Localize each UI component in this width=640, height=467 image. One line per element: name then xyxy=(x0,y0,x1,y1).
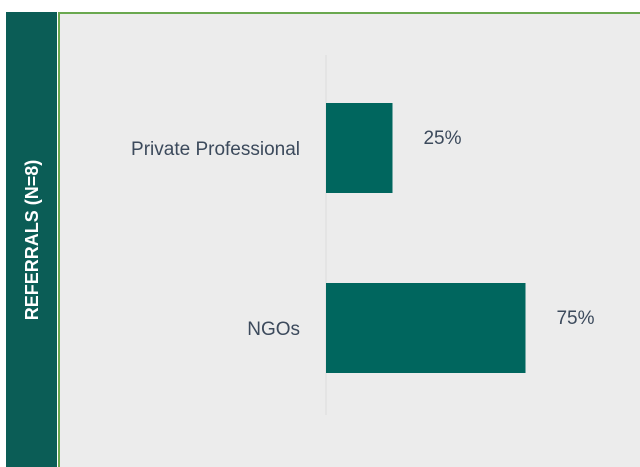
sidebar xyxy=(6,12,57,467)
chart-title: REFERRALS (N=8) xyxy=(22,160,42,321)
bar xyxy=(326,283,526,373)
value-label: 75% xyxy=(556,308,594,329)
category-label: Private Professional xyxy=(131,139,300,160)
bar xyxy=(326,103,393,193)
plot-background xyxy=(58,12,640,467)
value-label: 25% xyxy=(423,128,461,149)
category-label: NGOs xyxy=(247,319,300,340)
